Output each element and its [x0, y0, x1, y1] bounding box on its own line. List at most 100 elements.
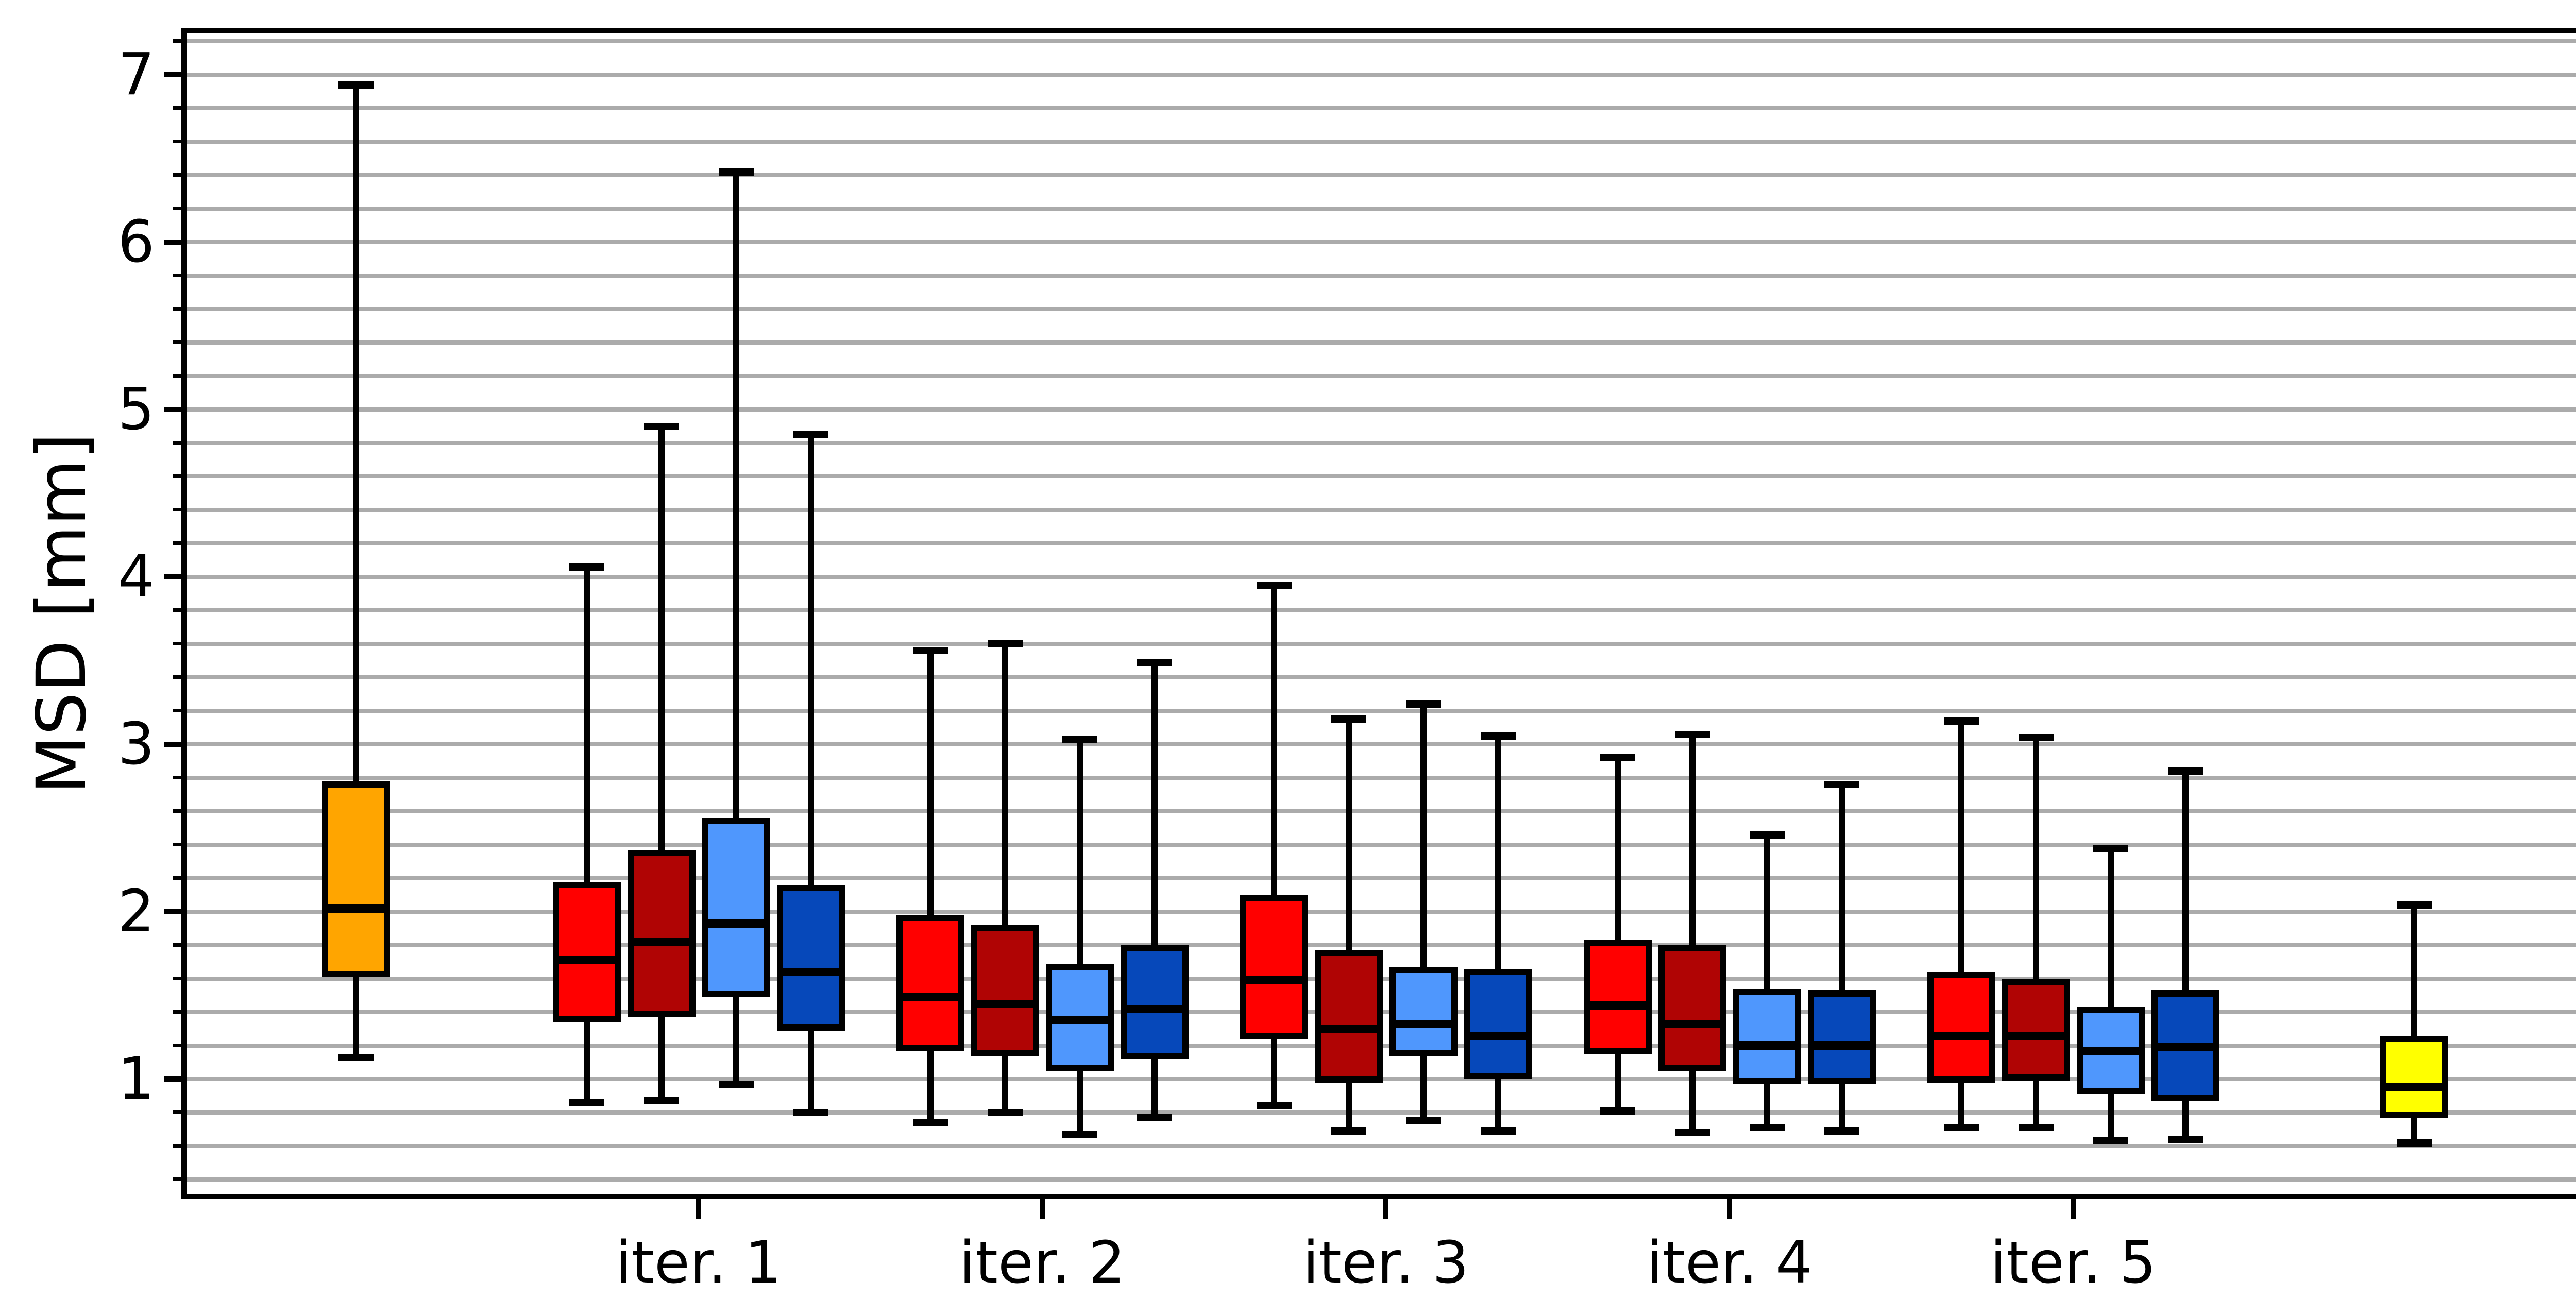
whisker-cap-low-red-iter-2 — [913, 1119, 948, 1126]
whisker-cap-low-darkred-iter-2 — [988, 1109, 1023, 1116]
whisker-cap-low-darkred-iter-4 — [1675, 1129, 1710, 1136]
y-minor-tick — [173, 642, 184, 645]
median-line-lightblue-iter-5 — [2077, 1046, 2145, 1055]
y-minor-tick — [173, 843, 184, 846]
median-line-darkblue-iter-2 — [1121, 1004, 1189, 1013]
whisker-lower-darkred-iter-4 — [1689, 1070, 1696, 1133]
whisker-lower-red-iter-5 — [1958, 1082, 1964, 1128]
y-minor-tick — [173, 1010, 184, 1014]
whisker-upper-lightblue-iter-5 — [2108, 848, 2114, 1007]
y-tick-label: 5 — [117, 376, 155, 443]
boxplot-box-darkred-iter-5 — [2002, 979, 2070, 1081]
y-tick-label: 1 — [117, 1046, 155, 1113]
whisker-lower-lightblue-iter-1 — [733, 997, 739, 1084]
x-major-tick — [696, 1198, 701, 1219]
y-gridline — [187, 943, 2576, 947]
boxplot-box-darkred-iter-4 — [1658, 945, 1726, 1071]
boxplot-box-lightblue-iter-1 — [702, 818, 770, 997]
y-gridline — [187, 73, 2576, 77]
median-line-lightblue-iter-4 — [1733, 1041, 1801, 1050]
y-gridline — [187, 910, 2576, 914]
y-major-tick — [164, 240, 184, 245]
whisker-cap-high-darkred-iter-1 — [644, 422, 679, 430]
y-gridline — [187, 173, 2576, 177]
whisker-upper-yellow-standalone-right — [2411, 905, 2417, 1036]
whisker-cap-high-darkred-iter-2 — [988, 640, 1023, 647]
y-gridline — [187, 709, 2576, 713]
whisker-cap-low-lightblue-iter-5 — [2093, 1137, 2128, 1145]
whisker-cap-low-lightblue-iter-3 — [1406, 1117, 1441, 1125]
y-minor-tick — [173, 709, 184, 712]
y-gridline — [187, 1177, 2576, 1182]
y-minor-tick — [173, 140, 184, 143]
y-gridline — [187, 642, 2576, 646]
whisker-lower-lightblue-iter-4 — [1764, 1084, 1770, 1128]
y-gridline — [187, 240, 2576, 244]
whisker-upper-darkred-iter-1 — [658, 426, 665, 850]
boxplot-box-darkblue-iter-1 — [777, 885, 845, 1031]
boxplot-box-red-iter-5 — [1927, 972, 1995, 1083]
whisker-cap-low-darkblue-iter-4 — [1824, 1127, 1859, 1135]
whisker-upper-darkblue-iter-4 — [1839, 784, 1845, 990]
y-minor-tick — [173, 441, 184, 445]
whisker-upper-lightblue-iter-3 — [1420, 704, 1427, 967]
median-line-lightblue-iter-3 — [1389, 1019, 1458, 1028]
whisker-upper-red-iter-3 — [1271, 585, 1277, 895]
whisker-upper-lightblue-iter-2 — [1077, 739, 1083, 964]
y-major-tick — [164, 72, 184, 77]
whisker-cap-high-red-iter-3 — [1257, 582, 1292, 589]
whisker-lower-darkblue-iter-3 — [1495, 1079, 1501, 1131]
whisker-upper-lightblue-iter-4 — [1764, 834, 1770, 989]
whisker-cap-low-darkred-iter-5 — [2019, 1124, 2054, 1132]
whisker-cap-high-lightblue-iter-5 — [2093, 844, 2128, 852]
y-gridline — [187, 776, 2576, 780]
boxplot-box-lightblue-iter-4 — [1733, 988, 1801, 1084]
whisker-cap-low-darkred-iter-1 — [644, 1097, 679, 1105]
y-major-tick — [164, 742, 184, 747]
whisker-lower-yellow-standalone-right — [2411, 1117, 2417, 1143]
whisker-lower-red-iter-4 — [1615, 1054, 1621, 1111]
whisker-upper-darkred-iter-2 — [1002, 644, 1008, 925]
whisker-cap-high-darkred-iter-5 — [2019, 734, 2054, 741]
whisker-cap-high-darkblue-iter-3 — [1481, 732, 1516, 740]
whisker-cap-low-orange-standalone-left — [338, 1053, 374, 1061]
y-minor-tick — [173, 876, 184, 880]
whisker-upper-red-iter-5 — [1958, 721, 1964, 972]
x-tick-label: iter. 1 — [615, 1229, 782, 1296]
whisker-lower-red-iter-3 — [1271, 1039, 1277, 1106]
y-minor-tick — [173, 340, 184, 344]
y-minor-tick — [173, 508, 184, 511]
x-tick-label: iter. 3 — [1302, 1229, 1469, 1296]
y-minor-tick — [173, 474, 184, 478]
y-gridline — [187, 843, 2576, 847]
whisker-cap-high-darkblue-iter-1 — [793, 431, 828, 438]
y-tick-label: 4 — [117, 543, 155, 610]
median-line-darkblue-iter-4 — [1808, 1041, 1876, 1050]
boxplot-box-red-iter-1 — [553, 881, 621, 1022]
whisker-cap-low-lightblue-iter-1 — [719, 1080, 754, 1088]
y-gridline — [187, 876, 2576, 880]
whisker-cap-low-red-iter-1 — [569, 1099, 604, 1106]
median-line-red-iter-5 — [1927, 1031, 1995, 1040]
median-line-darkred-iter-2 — [971, 999, 1039, 1008]
whisker-cap-high-darkred-iter-3 — [1331, 715, 1366, 723]
whisker-cap-low-red-iter-4 — [1600, 1107, 1635, 1115]
y-minor-tick — [173, 207, 184, 210]
whisker-upper-darkblue-iter-2 — [1151, 662, 1158, 945]
whisker-cap-high-lightblue-iter-1 — [719, 168, 754, 176]
median-line-red-iter-3 — [1240, 976, 1308, 985]
median-line-darkblue-iter-1 — [777, 968, 845, 976]
y-tick-label: 6 — [117, 209, 155, 276]
whisker-upper-orange-standalone-left — [353, 84, 359, 781]
whisker-cap-high-darkblue-iter-5 — [2168, 767, 2203, 775]
whisker-lower-orange-standalone-left — [353, 977, 359, 1057]
boxplot-box-darkblue-iter-3 — [1464, 968, 1532, 1079]
x-major-tick — [1040, 1198, 1045, 1219]
y-minor-tick — [173, 1144, 184, 1148]
y-minor-tick — [173, 1177, 184, 1181]
whisker-upper-darkblue-iter-3 — [1495, 736, 1501, 969]
whisker-lower-darkred-iter-5 — [2033, 1081, 2039, 1128]
x-tick-label: iter. 5 — [1990, 1229, 2157, 1296]
median-line-lightblue-iter-2 — [1046, 1016, 1114, 1025]
y-gridline — [187, 407, 2576, 412]
